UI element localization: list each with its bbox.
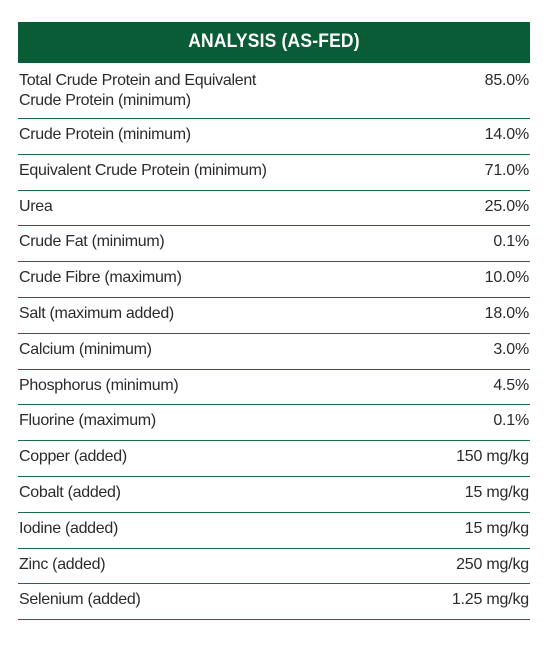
row-value: 71.0% (484, 161, 530, 179)
row-value: 1.25 mg/kg (451, 591, 529, 609)
analysis-table: ANALYSIS (AS-FED) Total Crude Protein an… (18, 22, 530, 621)
row-label: Equivalent Crude Protein (minimum) (19, 161, 267, 179)
row-value: 18.0% (484, 304, 530, 322)
row-label: Salt (maximum added) (19, 304, 174, 322)
table-row: Crude Protein (minimum) 14.0% (18, 119, 530, 155)
table-title: ANALYSIS (AS-FED) (38, 22, 510, 62)
row-label: Calcium (minimum) (19, 340, 152, 358)
table-row: Crude Fat (minimum) 0.1% (18, 226, 530, 263)
row-label: Crude Protein (minimum) (19, 126, 191, 143)
table-row: Salt (maximum added) 18.0% (18, 298, 530, 334)
row-value: 0.1% (493, 233, 529, 251)
row-label: Total Crude Protein and Equivalent Crude… (19, 72, 257, 109)
table-row: Selenium (added) 1.25 mg/kg (18, 584, 530, 621)
row-value: 14.0% (484, 126, 530, 143)
row-value: 15 mg/kg (464, 519, 529, 537)
table-row: Iodine (added) 15 mg/kg (18, 513, 530, 549)
row-value: 4.5% (493, 376, 529, 394)
row-label: Selenium (added) (19, 591, 141, 609)
row-value: 25.0% (484, 197, 530, 215)
row-label: Crude Fat (minimum) (19, 233, 165, 251)
row-label: Phosphorus (minimum) (19, 376, 179, 394)
row-label: Copper (added) (19, 448, 127, 466)
row-label: Urea (19, 197, 53, 215)
row-value: 3.0% (493, 340, 529, 358)
table-row: Crude Fibre (maximum) 10.0% (18, 262, 530, 298)
row-value: 15 mg/kg (464, 483, 529, 501)
row-label: Iodine (added) (19, 519, 118, 537)
row-value: 85.0% (484, 72, 530, 89)
table-body: Total Crude Protein and Equivalent Crude… (18, 67, 530, 621)
table-row: Phosphorus (minimum) 4.5% (18, 370, 530, 406)
table-row: Cobalt (added) 15 mg/kg (18, 477, 530, 513)
row-label: Cobalt (added) (19, 483, 121, 501)
row-value: 10.0% (484, 269, 530, 287)
row-label: Zinc (added) (19, 555, 106, 573)
table-row: Equivalent Crude Protein (minimum) 71.0% (18, 155, 530, 191)
table-header: ANALYSIS (AS-FED) (18, 22, 530, 63)
table-row: Urea 25.0% (18, 191, 530, 227)
table-row: Fluorine (maximum) 0.1% (18, 405, 530, 442)
row-value: 150 mg/kg (456, 448, 529, 466)
row-label: Fluorine (maximum) (19, 412, 156, 430)
row-value: 0.1% (493, 412, 529, 430)
table-row: Zinc (added) 250 mg/kg (18, 549, 530, 585)
table-row: Copper (added) 150 mg/kg (18, 441, 530, 477)
row-value: 250 mg/kg (456, 555, 529, 573)
table-row: Calcium (minimum) 3.0% (18, 334, 530, 370)
table-row: Total Crude Protein and Equivalent Crude… (18, 67, 530, 119)
row-label: Crude Fibre (maximum) (19, 269, 182, 287)
